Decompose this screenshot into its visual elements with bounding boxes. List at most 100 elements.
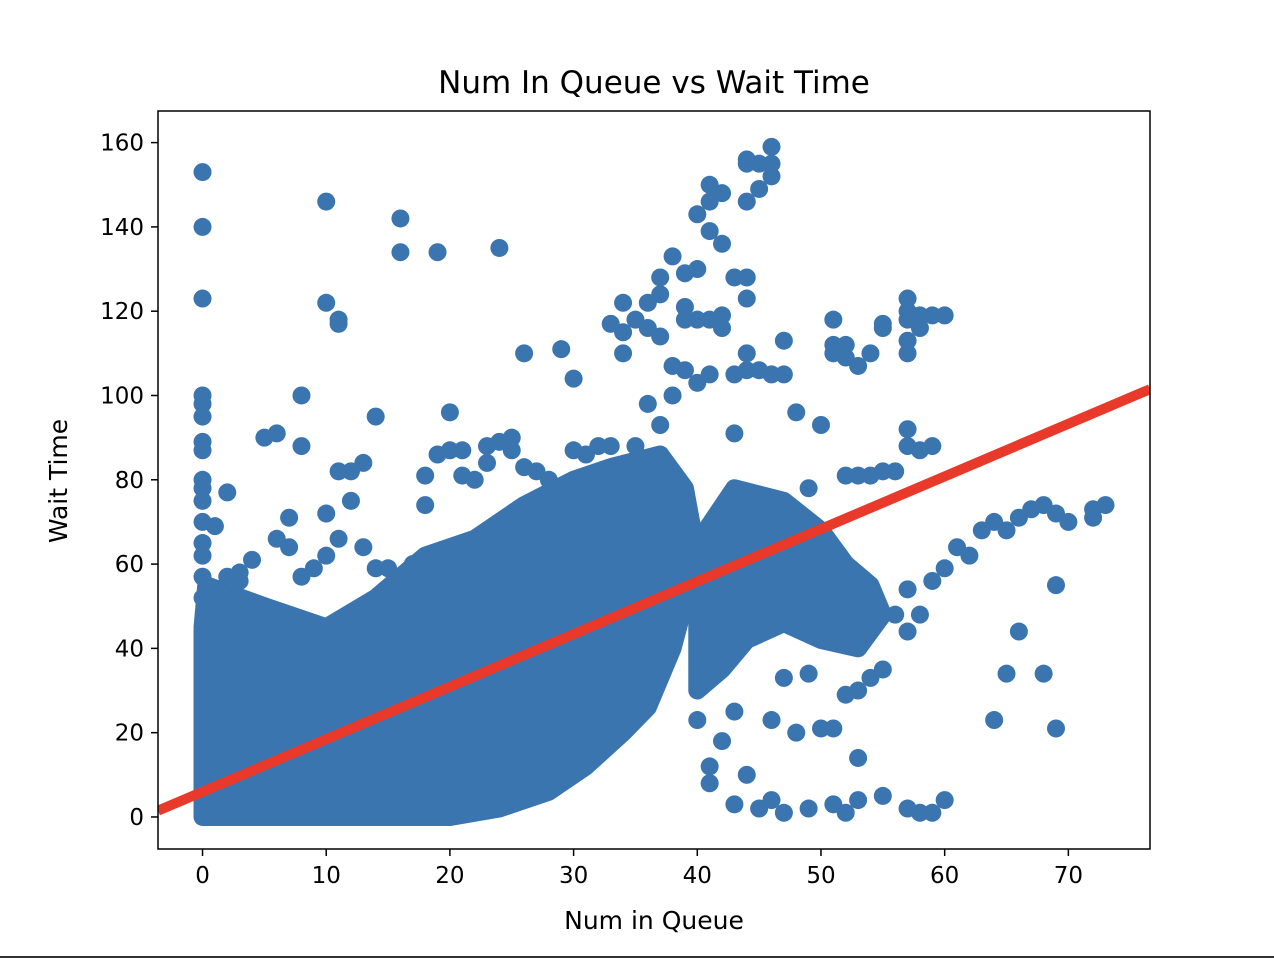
scatter-point [1096,496,1115,515]
scatter-point [750,154,769,173]
scatter-point [193,491,212,510]
scatter-point [886,605,905,624]
scatter-point [688,711,707,730]
scatter-point [762,365,781,384]
scatter-point [700,774,719,793]
scatter-point [341,491,360,510]
scatter-point [304,559,323,578]
scatter-point [614,344,633,363]
scatter-point [379,559,398,578]
scatter-point [193,289,212,308]
scatter-point [737,765,756,784]
scatter-points [158,137,1150,826]
scatter-point [898,331,917,350]
scatter-point [787,403,806,422]
scatter-point [737,154,756,173]
scatter-point [886,462,905,481]
scatter-point [799,479,818,498]
scatter-point [329,462,348,481]
scatter-point [675,297,694,316]
scatter-point [910,605,929,624]
scatter-point [836,335,855,354]
scatter-point [329,529,348,548]
y-tick-label: 40 [115,636,144,662]
scatter-point [700,757,719,776]
x-tick-label: 60 [930,863,959,889]
scatter-point [193,217,212,236]
scatter-point [1046,719,1065,738]
x-axis-label: Num in Queue [564,906,744,935]
scatter-point [193,163,212,182]
scatter-point [675,310,694,329]
scatter-point [898,420,917,439]
scatter-point [193,407,212,426]
scatter-point [725,702,744,721]
scatter-point [440,403,459,422]
dense-point-cluster-1 [193,445,707,826]
scatter-point [317,504,336,523]
scatter-point [354,538,373,557]
scatter-point [737,344,756,363]
x-tick-label: 70 [1054,863,1083,889]
scatter-point [539,470,558,489]
scatter-point [935,559,954,578]
scatter-point [713,319,732,338]
y-tick-label: 20 [115,721,144,747]
plot-area [158,137,1150,826]
scatter-point [910,319,929,338]
scatter-point [849,356,868,375]
scatter-point [811,719,830,738]
x-tick-label: 20 [435,863,464,889]
scatter-point [923,306,942,325]
scatter-point [1084,508,1103,527]
scatter-point [898,622,917,641]
scatter-point [243,550,262,569]
scatter-point [193,534,212,553]
scatter-point [453,441,472,460]
scatter-point [626,437,645,456]
scatter-point [725,424,744,443]
scatter-point [663,247,682,266]
scatter-point [317,192,336,211]
scatter-point [923,803,942,822]
scatter-point [193,567,212,586]
scatter-point [824,719,843,738]
scatter-point [589,437,608,456]
scatter-point [329,314,348,333]
scatter-point [737,192,756,211]
scatter-point [564,369,583,388]
scatter-point [849,466,868,485]
scatter-point [478,453,497,472]
scatter-point [737,289,756,308]
scatter-point [502,441,521,460]
scatter-point [725,795,744,814]
scatter-point [354,453,373,472]
scatter-point [898,289,917,308]
scatter-point [1046,576,1065,595]
scatter-point [737,361,756,380]
regression-line [158,384,1150,816]
scatter-point [762,711,781,730]
scatter-point [713,306,732,325]
scatter-point [193,479,212,498]
scatter-point [737,268,756,287]
scatter-point [193,546,212,565]
scatter-point [799,664,818,683]
scatter-point [675,361,694,380]
scatter-point [366,559,385,578]
scatter-point [849,791,868,810]
scatter-point [614,323,633,342]
scatter-point [688,205,707,224]
scatter-point [416,496,435,515]
scatter-point [1059,512,1078,531]
scatter-point [502,428,521,447]
scatter-point [849,748,868,767]
scatter-point [440,441,459,460]
scatter-point [873,319,892,338]
scatter-point [552,340,571,359]
scatter-point [193,588,212,607]
y-axis-ticks: 0 20 40 60 80 100 120 140 160 [100,131,158,831]
y-axis-label: Wait Time [44,419,73,543]
y-tick-label: 60 [115,552,144,578]
